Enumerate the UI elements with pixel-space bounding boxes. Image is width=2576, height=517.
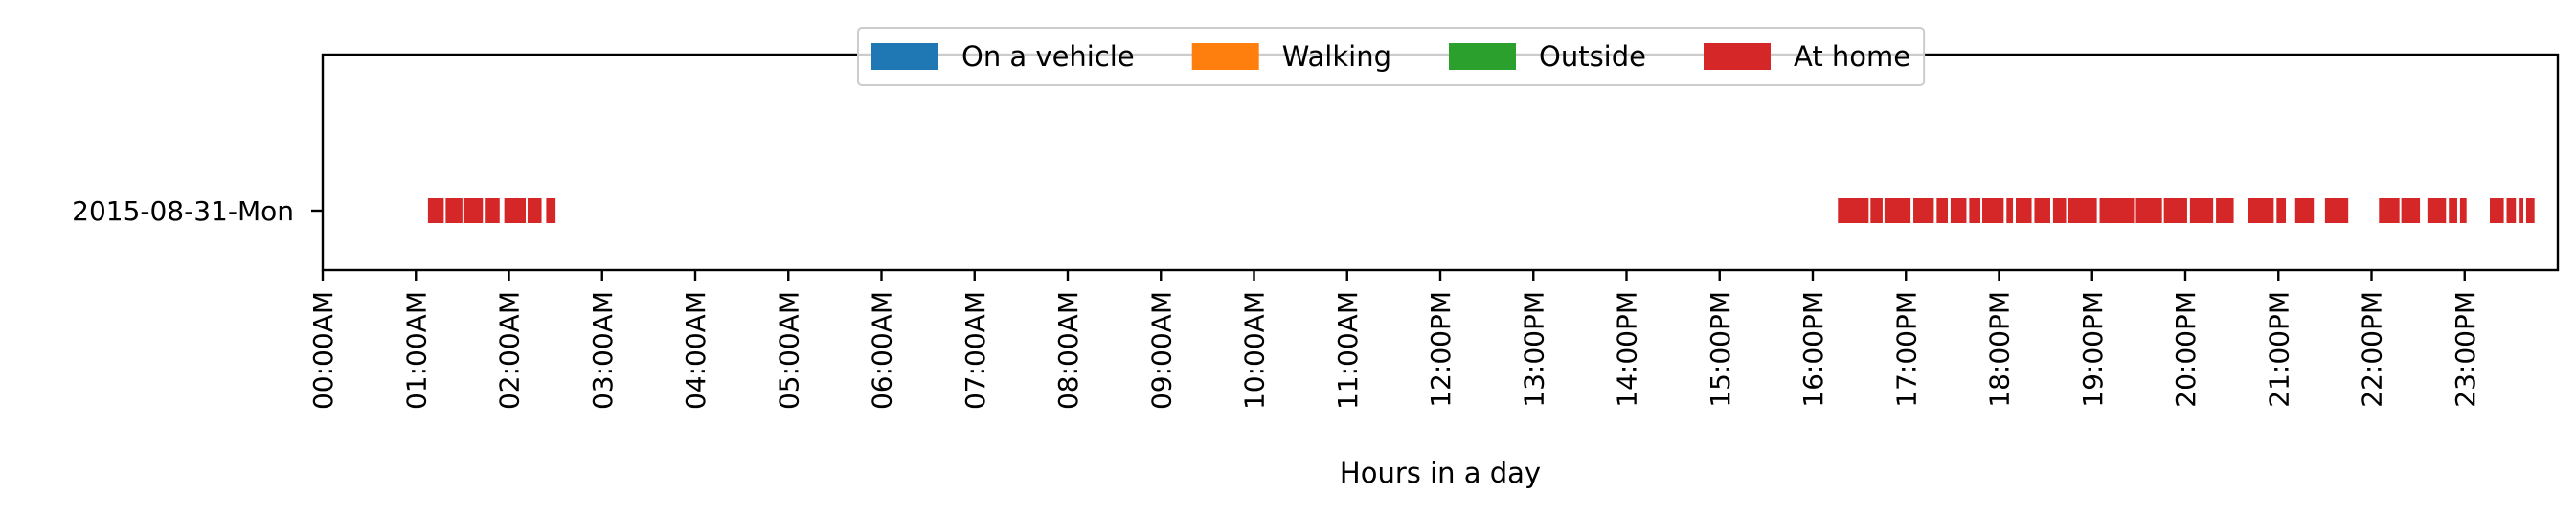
x-tick-label: 22:00PM <box>2357 291 2388 408</box>
timeline-bar <box>1838 198 1869 223</box>
timeline-bar <box>2324 198 2349 223</box>
x-tick-label: 07:00AM <box>960 291 991 410</box>
legend-swatch <box>1191 43 1259 70</box>
timeline-bar <box>2506 198 2517 223</box>
legend-label: At home <box>1794 40 1910 73</box>
timeline-bar <box>1936 198 1949 223</box>
timeline-bar <box>2068 198 2097 223</box>
timeline-bar <box>445 198 463 223</box>
x-tick-label: 14:00PM <box>1612 291 1643 408</box>
timeline-bar <box>2135 198 2162 223</box>
legend-swatch <box>1449 43 1516 70</box>
timeline-bar <box>546 198 556 223</box>
x-axis: 00:00AM 01:00AM 02:00AM 03:00AM 04:00AM 05:00… <box>307 270 2481 410</box>
timeline-bar <box>485 198 500 223</box>
x-tick-label: 13:00PM <box>1518 291 1549 408</box>
legend-label: On a vehicle <box>961 40 1135 73</box>
timeline-bar <box>2525 198 2535 223</box>
timeline-bar <box>2519 198 2524 223</box>
timeline-bar <box>1913 198 1934 223</box>
x-tick-label: 18:00PM <box>1984 291 2016 408</box>
timeline-bar <box>2016 198 2032 223</box>
x-axis-label: Hours in a day <box>1340 457 1541 489</box>
legend-box <box>857 27 1926 86</box>
timeline-bar <box>2099 198 2135 223</box>
x-tick-label: 17:00PM <box>1890 291 1922 408</box>
x-tick-label: 09:00AM <box>1145 291 1177 410</box>
legend-swatch <box>1704 43 1771 70</box>
x-tick-label: 11:00AM <box>1332 291 1364 410</box>
x-tick-label: 03:00AM <box>587 291 619 410</box>
timeline-bar <box>504 198 527 223</box>
x-tick-label: 01:00AM <box>400 291 432 410</box>
legend-swatch <box>871 43 938 70</box>
x-tick-label: 12:00PM <box>1425 291 1457 408</box>
x-tick-label: 10:00AM <box>1239 291 1271 410</box>
y-tick-label: 2015-08-31-Mon <box>72 195 294 227</box>
x-tick-label: 02:00AM <box>494 291 526 410</box>
timeline-bar <box>2490 198 2504 223</box>
y-axis: 2015-08-31-Mon <box>72 195 323 227</box>
timeline-bar <box>2276 198 2287 223</box>
timeline-bar <box>2459 198 2467 223</box>
x-tick-label: 19:00PM <box>2077 291 2109 408</box>
timeline-bar <box>527 198 542 223</box>
timeline-bar <box>2379 198 2400 223</box>
timeline-bar <box>2216 198 2234 223</box>
x-tick-label: 23:00PM <box>2450 291 2481 408</box>
x-tick-label: 20:00PM <box>2170 291 2202 408</box>
timeline-bar <box>2248 198 2274 223</box>
x-tick-label: 21:00PM <box>2263 291 2294 408</box>
x-tick-label: 16:00PM <box>1797 291 1829 408</box>
timeline-bar <box>2427 198 2447 223</box>
legend-label: Outside <box>1539 40 1646 73</box>
bars-layer <box>427 198 2535 223</box>
timeline-bar <box>2052 198 2067 223</box>
x-tick-label: 08:00AM <box>1052 291 1084 410</box>
x-tick-label: 06:00AM <box>867 291 898 410</box>
timeline-bar <box>1870 198 1883 223</box>
timeline-bar <box>1950 198 1967 223</box>
timeline-bar <box>2189 198 2214 223</box>
timeline-bar <box>2034 198 2050 223</box>
timeline-bar <box>1884 198 1911 223</box>
x-tick-label: 04:00AM <box>680 291 712 410</box>
timeline-bar <box>2449 198 2457 223</box>
timeline-bar <box>1969 198 1981 223</box>
timeline-bar <box>2006 198 2014 223</box>
timeline-bar <box>2294 198 2315 223</box>
timeline-bar <box>463 198 484 223</box>
timeline-bar <box>2401 198 2421 223</box>
timeline-bar <box>2163 198 2187 223</box>
x-tick-label: 00:00AM <box>307 291 339 410</box>
x-tick-label: 05:00AM <box>773 291 804 410</box>
x-tick-label: 15:00PM <box>1705 291 1736 408</box>
legend-label: Walking <box>1282 40 1391 73</box>
legend: On a vehicle Walking Outside At home <box>857 27 1926 86</box>
timeline-bar <box>1981 198 2004 223</box>
timeline-bar <box>427 198 444 223</box>
